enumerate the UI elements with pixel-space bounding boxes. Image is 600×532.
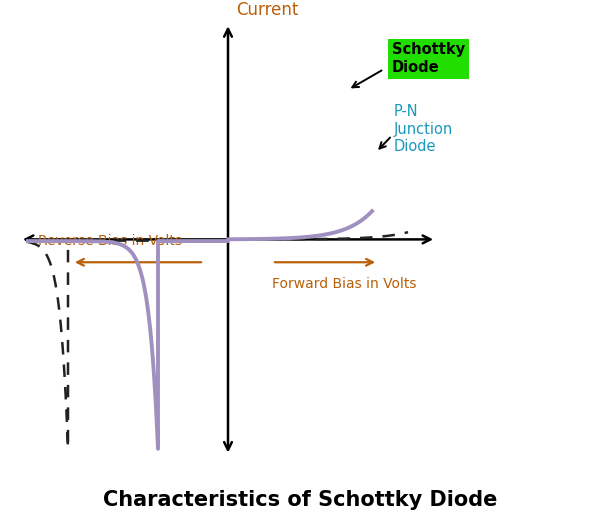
Text: Forward Bias in Volts: Forward Bias in Volts bbox=[272, 277, 416, 291]
Text: Current: Current bbox=[236, 1, 298, 19]
Text: P-N
Junction
Diode: P-N Junction Diode bbox=[394, 104, 453, 154]
Text: Schottky
Diode: Schottky Diode bbox=[392, 43, 465, 75]
Text: Characteristics of Schottky Diode: Characteristics of Schottky Diode bbox=[103, 490, 497, 510]
Text: Reverse Bias in Volts: Reverse Bias in Volts bbox=[38, 234, 182, 248]
